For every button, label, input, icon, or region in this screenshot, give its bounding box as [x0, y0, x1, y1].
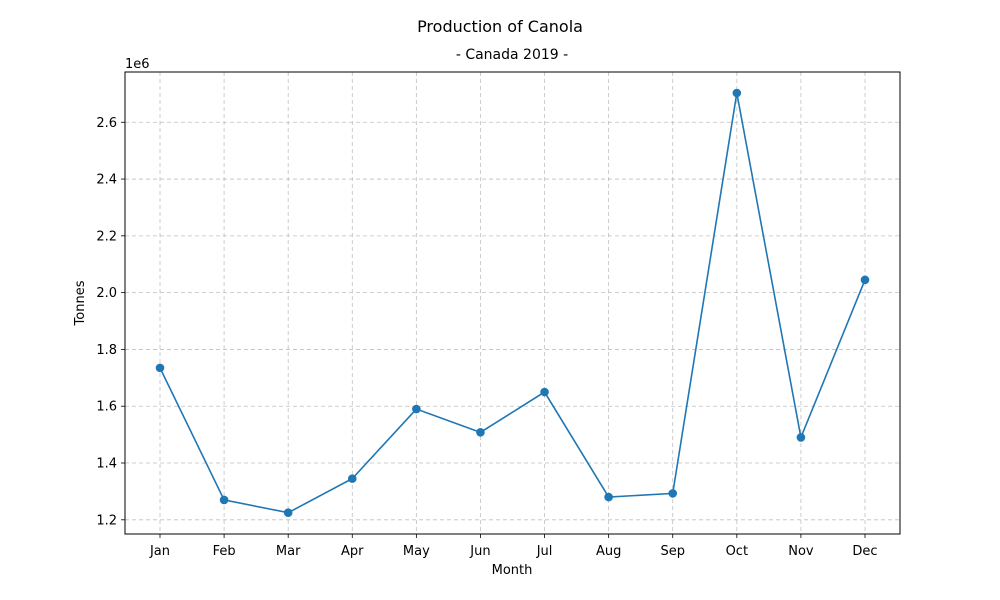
x-tick-label: Aug [596, 544, 621, 559]
data-point [668, 489, 678, 498]
y-tick-label: 1.8 [96, 343, 117, 358]
data-point [796, 433, 806, 442]
x-tick-label: Feb [213, 544, 236, 559]
data-point [732, 88, 742, 98]
y-axis-label: Tonnes [73, 280, 88, 326]
chart-subtitle: - Canada 2019 - [456, 47, 568, 63]
x-tick-label: Jun [469, 544, 490, 559]
x-axis-label: Month [492, 563, 533, 578]
data-point [219, 495, 229, 505]
y-tick-label: 2.4 [96, 173, 117, 188]
data-point [540, 387, 549, 397]
x-tick-label: Nov [788, 544, 814, 559]
x-tick-label: Mar [276, 544, 301, 559]
x-tick-label: Dec [852, 544, 877, 559]
x-tick-label: Jan [149, 544, 170, 559]
data-point [283, 508, 293, 518]
data-point [476, 428, 485, 437]
y-offset-label: 1e6 [125, 57, 150, 72]
y-tick-label: 2.0 [96, 286, 117, 301]
y-tick-label: 1.2 [96, 513, 117, 528]
grid [125, 72, 900, 534]
x-tick-label: Oct [726, 544, 748, 559]
chart-title: Production of Canola [417, 17, 583, 36]
y-tick-label: 1.6 [96, 400, 117, 415]
y-tick-label: 2.2 [96, 229, 117, 244]
plot-frame [124, 71, 901, 535]
x-tick-label: Sep [660, 544, 685, 559]
x-tick-label: May [403, 544, 430, 559]
y-tick-label: 2.6 [96, 116, 117, 131]
data-point [860, 275, 870, 285]
data-point [155, 363, 165, 373]
y-tick-label: 1.4 [96, 457, 117, 472]
x-tick-label: Apr [341, 544, 364, 559]
data-point [604, 492, 613, 502]
x-tick-label: Jul [536, 544, 553, 559]
series-layer [155, 88, 870, 518]
series-line [159, 92, 866, 514]
axes: Jan Feb Mar Apr May Jun Jul Aug Sep Oct Nov Dec 1.2 1… [96, 116, 877, 559]
data-point [412, 404, 421, 414]
data-point [347, 474, 357, 483]
